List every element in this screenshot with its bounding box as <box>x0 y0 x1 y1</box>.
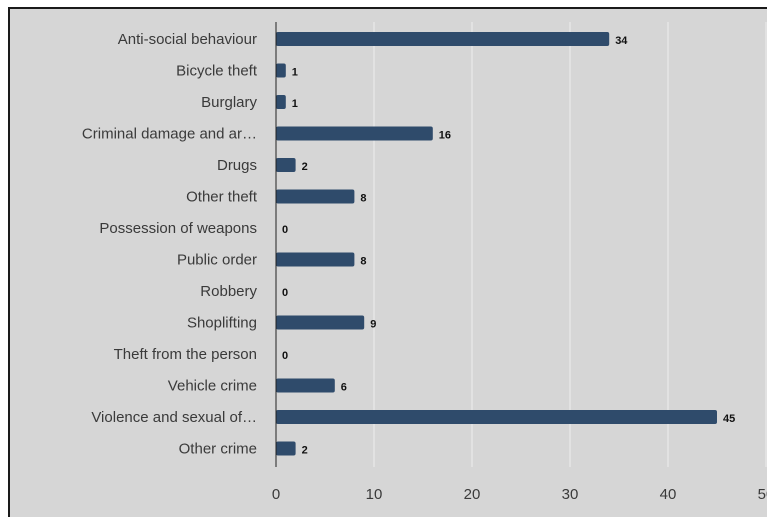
bar <box>276 189 355 204</box>
category-label: Burglary <box>201 94 257 111</box>
x-tick-label: 0 <box>272 486 280 503</box>
bar <box>276 378 335 393</box>
x-tick-label: 20 <box>464 486 481 503</box>
category-label: Violence and sexual of… <box>91 409 257 426</box>
value-label: 0 <box>282 287 288 299</box>
category-label: Possession of weapons <box>99 220 257 237</box>
bar <box>276 158 296 172</box>
category-label: Other theft <box>186 189 258 206</box>
value-label: 1 <box>292 67 298 79</box>
x-tick-label: 30 <box>562 486 579 503</box>
x-tick-label: 50 <box>758 486 767 503</box>
value-label: 34 <box>615 35 628 47</box>
bar <box>276 315 365 330</box>
bar <box>276 95 286 109</box>
value-label: 45 <box>723 413 735 425</box>
value-label: 9 <box>370 319 376 331</box>
category-label: Robbery <box>200 283 257 300</box>
x-tick-label: 40 <box>660 486 677 503</box>
value-label: 0 <box>282 224 288 236</box>
bars <box>276 32 717 456</box>
category-label: Criminal damage and ar… <box>82 126 257 143</box>
category-label: Public order <box>177 252 257 269</box>
bar <box>276 63 286 78</box>
bar <box>276 252 355 267</box>
value-label: 16 <box>439 130 451 142</box>
bar <box>276 441 296 456</box>
chart-frame <box>8 7 767 517</box>
value-label: 8 <box>360 193 366 205</box>
category-label: Other crime <box>179 441 257 458</box>
grid-lines <box>373 22 767 467</box>
category-label: Anti-social behaviour <box>118 31 257 48</box>
bar <box>276 32 610 46</box>
value-labels: 34 1 1 16 2 8 0 8 0 9 0 6 45 2 <box>282 35 735 457</box>
value-label: 2 <box>302 161 308 173</box>
bar <box>276 410 717 424</box>
category-labels: Anti-social behaviour Bicycle theft Burgla… <box>82 31 258 458</box>
category-label: Bicycle theft <box>176 63 258 80</box>
value-label: 2 <box>302 445 308 457</box>
value-label: 8 <box>360 256 366 268</box>
value-label: 6 <box>341 382 347 394</box>
category-label: Vehicle crime <box>168 378 257 395</box>
value-label: 1 <box>292 98 298 110</box>
category-label: Drugs <box>217 157 257 174</box>
x-tick-label: 10 <box>366 486 383 503</box>
bar <box>276 126 433 141</box>
x-tick-labels: 0 10 20 30 40 50 <box>272 486 767 503</box>
category-label: Shoplifting <box>187 315 257 332</box>
category-label: Theft from the person <box>114 346 257 363</box>
value-label: 0 <box>282 350 288 362</box>
